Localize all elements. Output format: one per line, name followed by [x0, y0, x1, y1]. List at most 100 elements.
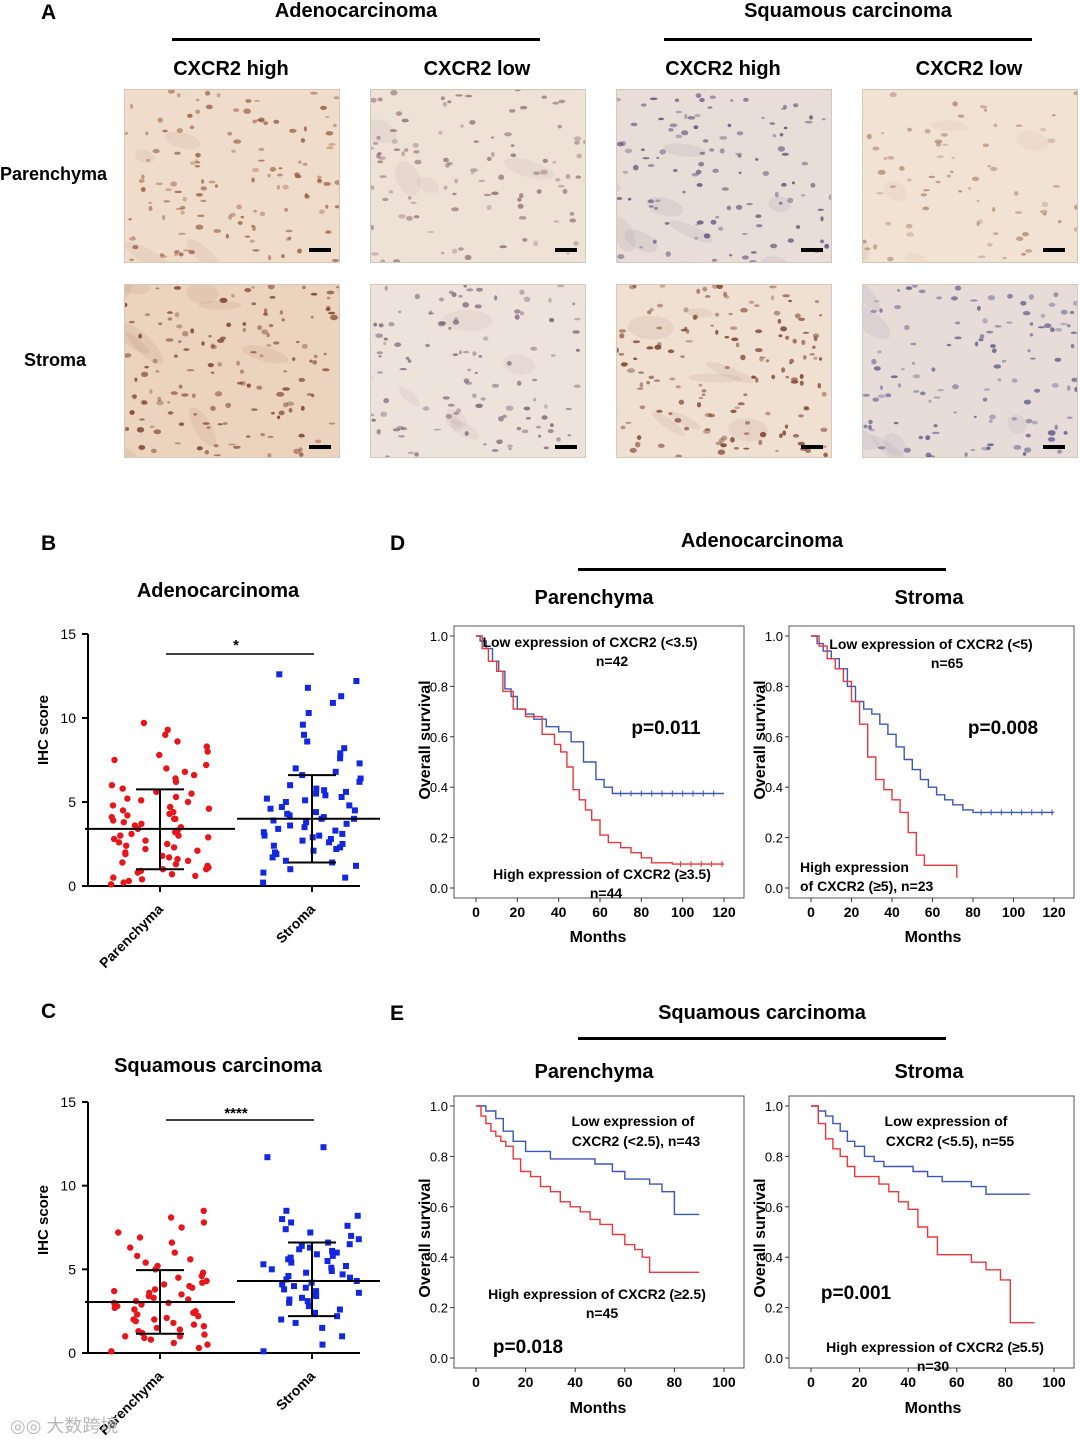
data-point — [171, 1249, 178, 1256]
cell-nucleus — [1022, 311, 1031, 316]
cell-nucleus — [799, 380, 804, 386]
cell-nucleus — [1051, 383, 1059, 388]
y-tick-label: 0 — [68, 1345, 76, 1361]
cell-nucleus — [547, 429, 554, 434]
cell-nucleus — [467, 368, 472, 372]
cell-nucleus — [176, 324, 183, 329]
cell-nucleus — [617, 254, 625, 260]
y-tick-label: 0.4 — [765, 1250, 783, 1265]
data-point — [267, 805, 274, 812]
data-point — [287, 822, 294, 829]
tissue-region — [189, 407, 217, 446]
cell-nucleus — [656, 303, 664, 308]
data-point — [337, 755, 344, 762]
data-point — [200, 1323, 208, 1330]
cell-nucleus — [407, 359, 412, 363]
cell-nucleus — [167, 401, 171, 404]
cell-nucleus — [883, 156, 888, 161]
data-point — [203, 1277, 210, 1285]
data-point — [355, 1236, 362, 1243]
cell-nucleus — [755, 158, 759, 161]
data-point — [313, 1251, 320, 1258]
micrograph-tile — [403, 206, 832, 525]
cell-nucleus — [464, 254, 472, 261]
data-point — [313, 790, 320, 797]
cell-nucleus — [491, 449, 499, 452]
cell-nucleus — [369, 185, 375, 190]
cell-nucleus — [442, 396, 450, 400]
cell-nucleus — [326, 296, 331, 300]
scale-bar — [1043, 248, 1065, 252]
cell-nucleus — [625, 421, 632, 424]
cell-nucleus — [1063, 431, 1068, 435]
data-point — [151, 1316, 158, 1323]
cell-nucleus — [257, 325, 262, 330]
cell-nucleus — [256, 385, 263, 390]
cell-nucleus — [165, 338, 174, 342]
cell-nucleus — [195, 161, 201, 164]
cell-nucleus — [141, 400, 148, 405]
data-point — [138, 797, 145, 804]
x-tick-label: 80 — [634, 904, 650, 920]
y-axis-label: Overall survival — [417, 680, 434, 799]
data-point — [347, 1274, 353, 1281]
cell-nucleus — [565, 174, 571, 179]
cell-nucleus — [771, 374, 776, 380]
tissue-region — [688, 373, 743, 383]
cell-nucleus — [952, 384, 959, 390]
micrograph-tile — [3, 198, 340, 524]
panel-b-letter: B — [41, 532, 57, 555]
cell-nucleus — [735, 342, 740, 348]
cell-nucleus — [200, 199, 207, 203]
cell-nucleus — [330, 314, 338, 321]
cell-nucleus — [1022, 452, 1027, 456]
y-tick-label: 0.2 — [765, 1301, 783, 1316]
cell-nucleus — [309, 359, 313, 363]
x-tick-label: 120 — [1042, 904, 1066, 920]
data-point — [316, 832, 323, 839]
cell-nucleus — [696, 288, 701, 294]
cell-nucleus — [456, 408, 462, 413]
tissue-background — [125, 90, 339, 262]
cell-nucleus — [555, 178, 561, 182]
cell-nucleus — [451, 292, 457, 298]
data-point — [115, 839, 123, 846]
data-point — [299, 837, 306, 844]
y-tick-label: 0.6 — [430, 1200, 448, 1215]
data-point — [172, 775, 179, 782]
cell-nucleus — [550, 354, 556, 357]
micrograph-tile — [163, 0, 587, 316]
y-tick-label: 5 — [68, 1261, 76, 1277]
data-point — [107, 881, 115, 888]
tissue-region — [449, 420, 479, 440]
cell-nucleus — [982, 318, 988, 324]
cell-nucleus — [821, 391, 827, 397]
cell-nucleus — [391, 139, 398, 144]
cell-nucleus — [138, 178, 145, 183]
data-point — [328, 1264, 335, 1271]
data-point — [205, 805, 213, 812]
cell-nucleus — [990, 166, 998, 172]
cell-nucleus — [440, 251, 445, 255]
data-point — [286, 1299, 293, 1306]
data-point — [163, 1314, 170, 1322]
data-point — [275, 825, 282, 832]
cell-nucleus — [253, 99, 261, 102]
cell-nucleus — [195, 98, 200, 102]
cell-nucleus — [769, 122, 776, 125]
cell-nucleus — [250, 351, 257, 354]
cell-nucleus — [781, 367, 786, 373]
cell-nucleus — [394, 342, 402, 347]
data-point — [170, 1339, 177, 1347]
tissue-background — [125, 285, 339, 457]
cell-nucleus — [379, 175, 387, 178]
x-tick-label: 100 — [1002, 904, 1026, 920]
cell-nucleus — [1041, 201, 1049, 207]
cell-nucleus — [695, 223, 699, 226]
data-point — [264, 1154, 271, 1161]
cell-nucleus — [210, 371, 215, 374]
data-point — [200, 1219, 208, 1226]
panel-a-adeno-rule — [172, 38, 540, 41]
panel-d-letter: D — [390, 532, 406, 555]
cell-nucleus — [317, 178, 322, 183]
